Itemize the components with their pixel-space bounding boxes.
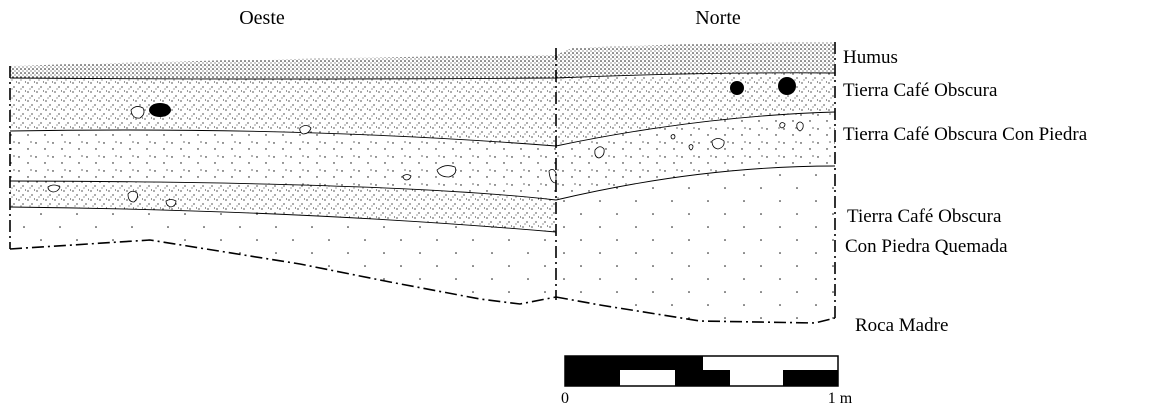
layer-boundaries	[9, 72, 836, 233]
label-burnt-stone-line1: Tierra Café Obscura	[847, 206, 1002, 227]
stone	[436, 165, 457, 178]
boundary-burnt-band	[9, 206, 557, 233]
excavation-outline	[9, 42, 836, 324]
burnt-stone	[149, 103, 171, 117]
scale-bar-bottom-black-2	[675, 370, 730, 386]
dark-brown-stone-layer-north	[556, 112, 835, 200]
scale-label-one-meter: 1 m	[828, 390, 853, 407]
north-profile-base	[555, 296, 836, 324]
stone	[670, 134, 676, 140]
boundary-dark-brown	[9, 111, 836, 147]
lower-layer-north	[556, 166, 835, 323]
heading-north: Norte	[695, 7, 741, 29]
stone	[711, 138, 725, 150]
scale-bar-bottom-white-2	[730, 370, 783, 386]
stones	[47, 106, 804, 208]
west-profile-base	[9, 239, 557, 305]
heading-west: Oeste	[239, 7, 285, 29]
humus-layer-west	[10, 55, 556, 79]
label-dark-brown: Tierra Café Obscura	[843, 80, 998, 101]
west-face	[10, 55, 556, 304]
label-bedrock: Roca Madre	[855, 315, 948, 336]
label-humus: Humus	[843, 47, 898, 68]
stone	[594, 146, 605, 159]
humus-layer-north	[556, 42, 835, 78]
burnt-stones	[149, 77, 796, 117]
burnt-stone-band-west	[10, 181, 556, 232]
scale-bar-bottom-black-3	[783, 370, 838, 386]
stone	[402, 174, 412, 181]
scale-bar-top-black	[565, 356, 703, 370]
stone	[548, 169, 557, 184]
dark-brown-layer-north	[556, 72, 835, 146]
dark-brown-layer-west	[10, 78, 556, 146]
label-burnt-stone-line2: Con Piedra Quemada	[845, 236, 1008, 257]
burnt-stone	[730, 81, 744, 95]
stone	[47, 184, 61, 193]
north-face	[556, 42, 835, 323]
boundary-humus	[9, 72, 836, 80]
scale-bar-frame	[564, 355, 839, 387]
stone	[165, 199, 177, 208]
scale-label-zero: 0	[561, 390, 569, 407]
burnt-stone	[778, 77, 796, 95]
scale-bar-bottom-white-1	[620, 370, 675, 386]
lower-layer-west	[10, 207, 556, 304]
dark-brown-stone-layer-west	[10, 130, 556, 200]
stone	[299, 125, 312, 135]
boundary-stone	[9, 165, 836, 201]
stone	[130, 106, 145, 119]
label-dark-brown-stone: Tierra Café Obscura Con Piedra	[843, 124, 1088, 145]
scale-bar	[564, 355, 839, 387]
scale-bar-bottom-black-1	[565, 370, 620, 386]
stone	[796, 121, 804, 132]
stone	[127, 190, 138, 203]
scale-bar-top-white	[703, 356, 838, 370]
stone	[688, 144, 694, 151]
stone	[779, 122, 786, 129]
